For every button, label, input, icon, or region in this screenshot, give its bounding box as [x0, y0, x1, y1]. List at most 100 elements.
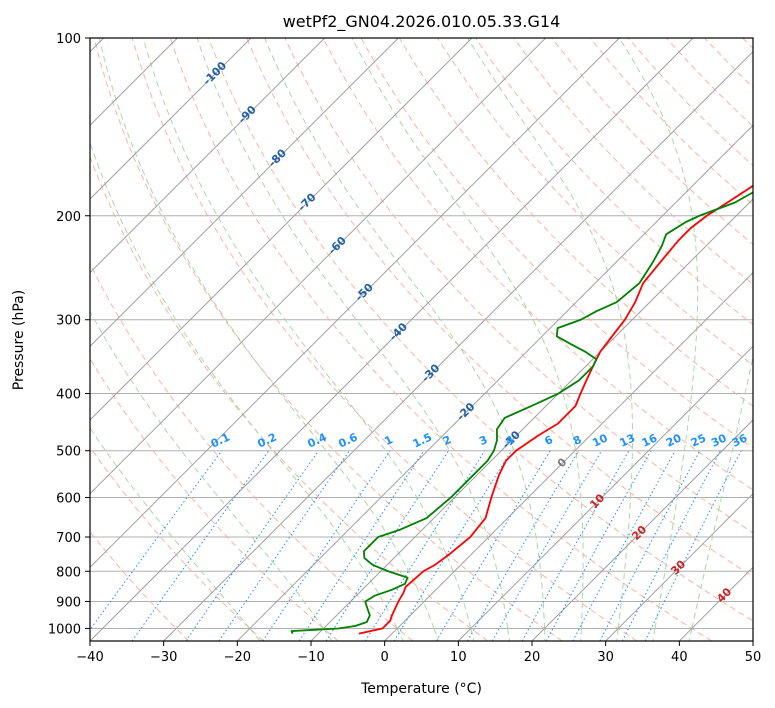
y-axis: 100 200 300 400 500 600 700 800 900 1000	[48, 32, 90, 637]
dry-adiabat	[131, 38, 638, 641]
moist-adiabat	[433, 628, 439, 641]
mixing-ratio-line	[393, 450, 512, 641]
mixing-ratio-label: 6	[543, 433, 556, 448]
x-axis-title: Temperature (°C)	[360, 681, 482, 697]
isotherm-line	[163, 50, 753, 641]
x-tick-label: −40	[76, 650, 103, 665]
moist-adiabat	[470, 628, 475, 641]
y-tick-label: 500	[56, 445, 81, 460]
isotherm-line	[90, 38, 399, 348]
mixing-ratio-label: 2	[441, 433, 453, 448]
isotherm-line	[457, 345, 753, 641]
y-tick-label: 300	[56, 314, 81, 329]
temperature-profile-line	[358, 184, 753, 635]
mixing-ratio-label: 0.4	[306, 430, 329, 450]
x-tick-label: 30	[597, 650, 614, 665]
profile-lines	[290, 184, 753, 635]
x-tick-label: 10	[450, 650, 467, 665]
moist-adiabat	[264, 38, 546, 629]
mixing-ratio-label: 30	[709, 431, 729, 449]
y-tick-label: 1000	[48, 622, 81, 637]
moist-adiabat	[652, 628, 656, 641]
mixing-ratio-line	[599, 450, 701, 641]
dry-adiabat	[589, 38, 753, 206]
isotherm-line	[605, 492, 753, 641]
x-tick-label: −30	[150, 650, 177, 665]
mixing-ratio-line	[545, 450, 652, 641]
mixing-ratio-line	[185, 450, 320, 641]
isotherm-line	[752, 640, 753, 641]
moist-adiabat	[249, 628, 261, 641]
moist-adiabat	[196, 38, 509, 629]
dry-adiabat	[90, 446, 264, 641]
y-tick-label: 900	[56, 595, 81, 610]
dry-adiabat	[666, 38, 753, 128]
mixing-ratio-line	[435, 450, 551, 641]
y-tick-label: 600	[56, 491, 81, 506]
x-tick-label: 50	[745, 650, 762, 665]
moist-adiabat	[467, 38, 634, 629]
mixing-ratio-label: 13	[618, 431, 637, 449]
mixing-ratio-line	[298, 450, 425, 641]
dry-adiabat	[90, 155, 488, 641]
plot-frame	[89, 37, 754, 642]
moist-adiabat	[98, 38, 435, 629]
moist-adiabat	[544, 628, 546, 641]
isotherm-line	[531, 419, 753, 641]
mixing-ratio-label: 0.2	[256, 431, 279, 451]
mixing-ratio-line	[90, 450, 223, 631]
mixing-ratio-label: 10	[590, 431, 610, 449]
dry-adiabat	[437, 38, 753, 366]
moist-adiabat	[688, 628, 693, 641]
moist-adiabat	[90, 310, 324, 629]
dry-adiabat	[475, 38, 753, 325]
mixing-ratio-line	[218, 450, 350, 641]
mixing-ratio-line	[644, 450, 742, 641]
mixing-ratio-label: 20	[664, 431, 684, 449]
mixing-ratio-line	[131, 450, 270, 641]
line-labels: -100-90-80-70-60-50-40-30-20-10010203040…	[201, 59, 750, 605]
x-tick-label: −20	[224, 650, 251, 665]
dry-adiabat	[90, 357, 339, 641]
moist-adiabat	[507, 628, 510, 641]
mixing-ratio-label: 16	[640, 431, 660, 449]
y-axis-title: Pressure (hPa)	[11, 290, 27, 390]
x-tick-label: 0	[381, 650, 389, 665]
isotherm-label: -60	[326, 234, 349, 257]
isotherm-line	[90, 38, 547, 495]
y-tick-label: 400	[56, 388, 81, 403]
dry-adiabat	[704, 38, 753, 89]
background-lines	[90, 38, 753, 641]
dry-adiabat	[90, 262, 414, 641]
y-tick-label: 200	[56, 210, 81, 225]
dry-adiabat	[246, 38, 753, 578]
mixing-ratio-label: 3	[477, 433, 489, 448]
isotherm-label: -50	[353, 280, 376, 303]
y-tick-label: 100	[56, 32, 81, 47]
moist-adiabat	[618, 38, 699, 629]
isotherm-label: -90	[236, 103, 259, 126]
x-tick-label: 20	[524, 650, 541, 665]
dry-adiabat	[169, 38, 712, 641]
y-tick-label: 800	[56, 565, 81, 580]
mixing-ratio-label: 0.6	[336, 430, 359, 450]
dry-adiabat	[742, 38, 753, 50]
moist-adiabat	[580, 628, 582, 641]
mixing-ratio-line	[521, 450, 630, 641]
moist-adiabat	[142, 38, 472, 629]
x-tick-label: 40	[671, 650, 688, 665]
dewpoint-profile-line	[290, 191, 753, 634]
isotherm-line	[90, 38, 694, 641]
isotherm-line	[384, 271, 753, 641]
mixing-ratio-label: 8	[571, 433, 583, 448]
mixing-ratio-line	[325, 450, 450, 641]
isotherm-line	[236, 124, 753, 641]
moist-adiabat	[396, 628, 404, 641]
mixing-ratio-line	[364, 450, 486, 641]
dry-adiabat	[322, 38, 753, 491]
x-axis: −40 −30 −20 −10 0 10 20 30 40 50	[76, 641, 761, 665]
moist-adiabat	[90, 141, 398, 629]
dry-adiabat	[93, 38, 563, 641]
moist-adiabat	[351, 38, 584, 629]
